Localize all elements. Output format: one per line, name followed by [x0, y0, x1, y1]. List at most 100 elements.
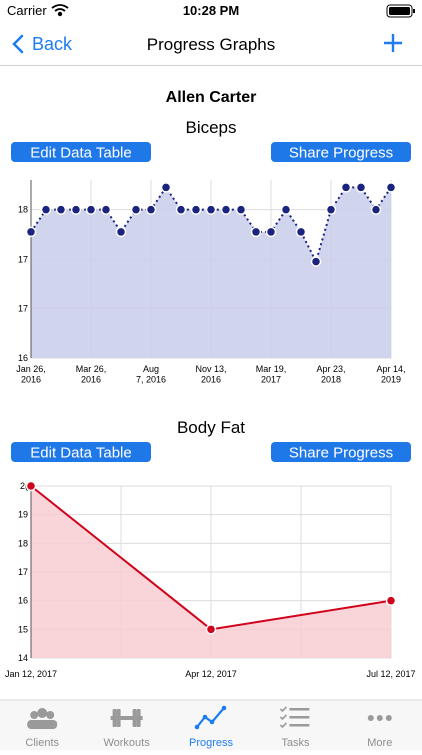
x-tick-label: Nov 13, 2016 [195, 364, 226, 384]
x-tick-label: Mar 26, 2016 [76, 364, 107, 384]
point [40, 204, 52, 215]
y-tick-label: 18 [18, 205, 28, 215]
icon [376, 715, 383, 721]
icon [110, 716, 143, 720]
point [70, 204, 82, 215]
point [145, 204, 157, 215]
y-tick-label: 2( [20, 481, 28, 491]
button[interactable] [11, 442, 151, 462]
tab-bar: Clients Workouts Progress Tasks More [0, 699, 422, 750]
point [280, 204, 292, 215]
x-tick-label: Apr 12, 2017 [185, 669, 237, 679]
x-tick-label: Aug 7, 2016 [136, 364, 166, 384]
icon [202, 714, 208, 720]
point [130, 204, 142, 215]
point [220, 204, 232, 215]
point [385, 595, 397, 606]
y-tick-label: 14 [18, 653, 28, 663]
wifi-icon [51, 4, 69, 17]
chart-title: Body Fat [177, 418, 245, 437]
point [85, 204, 97, 215]
carrier: Carrier [7, 3, 47, 18]
icon [46, 711, 55, 719]
icon [27, 720, 58, 729]
y-tick-label: 16 [18, 353, 28, 363]
y-tick-label: 17 [18, 303, 28, 313]
point [100, 204, 112, 215]
point [190, 204, 202, 215]
tab-label[interactable]: Progress [189, 737, 234, 749]
tab-label[interactable]: Tasks [281, 737, 310, 749]
back-label[interactable]: Back [32, 34, 73, 54]
icon [116, 709, 121, 727]
y-tick-label: 17 [18, 567, 28, 577]
point [340, 182, 352, 193]
icon [289, 724, 310, 727]
y-tick-label: 16 [18, 596, 28, 606]
point [25, 226, 37, 238]
point [25, 480, 37, 492]
button[interactable] [271, 142, 411, 162]
x-tick-label: Jan 12, 2017 [5, 669, 57, 679]
point [175, 204, 187, 215]
point [295, 226, 307, 238]
tab-label[interactable]: Clients [25, 737, 59, 749]
icon [30, 711, 39, 719]
tab-label[interactable]: More [367, 737, 392, 749]
point [250, 226, 262, 238]
nav-title: Progress Graphs [147, 35, 276, 54]
point [115, 226, 127, 238]
x-tick-label: Mar 19, 2017 [256, 364, 287, 384]
x-tick-label: Jul 12, 2017 [366, 669, 415, 679]
button[interactable] [271, 442, 411, 462]
icon [37, 708, 48, 718]
icon [289, 716, 310, 719]
tab-label[interactable]: Workouts [103, 737, 150, 749]
x-tick-label: Apr 14, 2019 [376, 364, 405, 384]
battery-icon [386, 4, 415, 18]
point [235, 204, 247, 215]
button[interactable] [11, 142, 151, 162]
button-label[interactable]: Share Progress [289, 145, 393, 162]
back-button[interactable]: Back [12, 34, 73, 54]
icon [136, 709, 141, 727]
point [55, 204, 67, 215]
chart-title: Biceps [185, 118, 236, 137]
tab-item[interactable]: Workouts [103, 709, 150, 749]
icon [385, 715, 392, 721]
point [385, 182, 397, 193]
icon [279, 706, 287, 713]
point [310, 256, 322, 267]
button-label[interactable]: Edit Data Table [30, 445, 131, 462]
point [160, 182, 172, 193]
icon [194, 724, 200, 730]
icon [196, 707, 225, 728]
add-button[interactable] [384, 34, 402, 52]
icon [289, 708, 310, 711]
button-label[interactable]: Edit Data Table [30, 145, 131, 162]
y-tick-label: 19 [18, 510, 28, 520]
tab-item[interactable]: Clients [25, 708, 60, 749]
icon [279, 722, 287, 729]
icon [221, 705, 227, 711]
area [31, 187, 391, 358]
point [370, 204, 382, 215]
tab-item[interactable]: More [367, 715, 392, 749]
x-tick-label: Jan 26, 2016 [16, 364, 46, 384]
point [205, 204, 217, 215]
y-tick-label: 18 [18, 538, 28, 548]
tab-item[interactable]: Progress [189, 705, 234, 749]
tab-item[interactable]: Tasks [279, 706, 310, 749]
tab-bar-bg [0, 700, 422, 750]
icon [279, 714, 287, 721]
point [355, 182, 367, 193]
y-tick-label: 17 [18, 254, 28, 264]
client-name: Allen Carter [166, 89, 257, 106]
y-tick-label: 15 [18, 624, 28, 634]
button-label[interactable]: Share Progress [289, 445, 393, 462]
icon [132, 709, 137, 727]
x-tick-label: Apr 23, 2018 [316, 364, 345, 384]
icon [209, 719, 215, 725]
point [205, 624, 217, 635]
